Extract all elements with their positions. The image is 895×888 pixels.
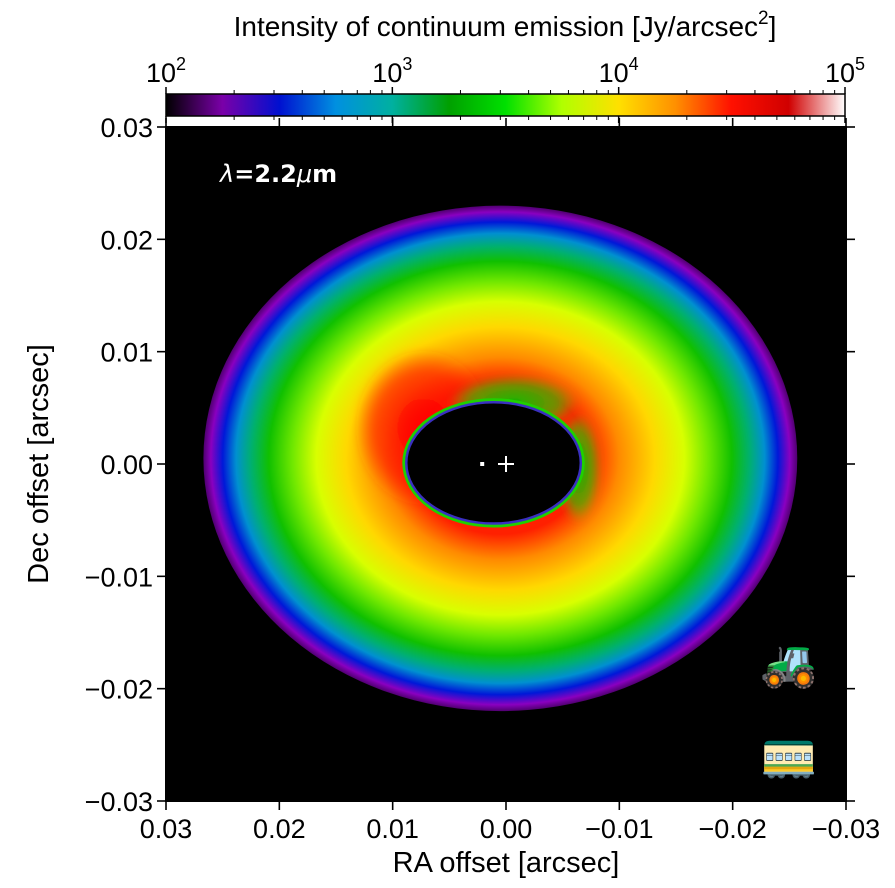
colorbar-tick-label: 105 [825, 54, 865, 88]
x-tick-label: 0.00 [480, 814, 533, 844]
x-tick-label: −0.02 [699, 814, 767, 844]
x-tick-label: 0.03 [140, 814, 193, 844]
tractor-icon: 🚜 [760, 636, 818, 690]
x-tick-label: 0.01 [366, 814, 419, 844]
y-tick-label: −0.01 [85, 562, 153, 592]
colorbar-tick-label: 102 [146, 54, 186, 88]
central-cavity [405, 400, 583, 525]
y-axis-title: Dec offset [arcsec] [23, 344, 55, 584]
colorbar-title: Intensity of continuum emission [Jy/arcs… [234, 8, 777, 42]
axis-ticks: 0.03 0.02 0.01 0.00 −0.01 −0.02 −0.030.030.020… [85, 113, 880, 844]
x-axis-title: RA offset [arcsec] [393, 847, 620, 879]
tram-icon: 🚃 [760, 726, 818, 780]
colorbar-ticks: 102 103 104 105 [146, 54, 865, 123]
x-tick-label: −0.03 [812, 814, 880, 844]
y-tick-label: 0.00 [100, 450, 153, 480]
colorbar [165, 93, 846, 117]
x-tick-label: −0.01 [585, 814, 653, 844]
y-tick-label: −0.03 [85, 787, 153, 817]
y-tick-label: −0.02 [85, 675, 153, 705]
y-tick-label: 0.01 [100, 338, 153, 368]
y-tick-label: 0.03 [100, 113, 153, 143]
colorbar-tick-label: 104 [599, 54, 639, 88]
y-tick-label: 0.02 [100, 225, 153, 255]
colorbar-tick-label: 103 [372, 54, 412, 88]
x-tick-label: 0.02 [253, 814, 306, 844]
emission-image [203, 205, 798, 712]
wavelength-annotation: λ=2.2μm [218, 160, 337, 188]
center-dot [480, 462, 485, 466]
